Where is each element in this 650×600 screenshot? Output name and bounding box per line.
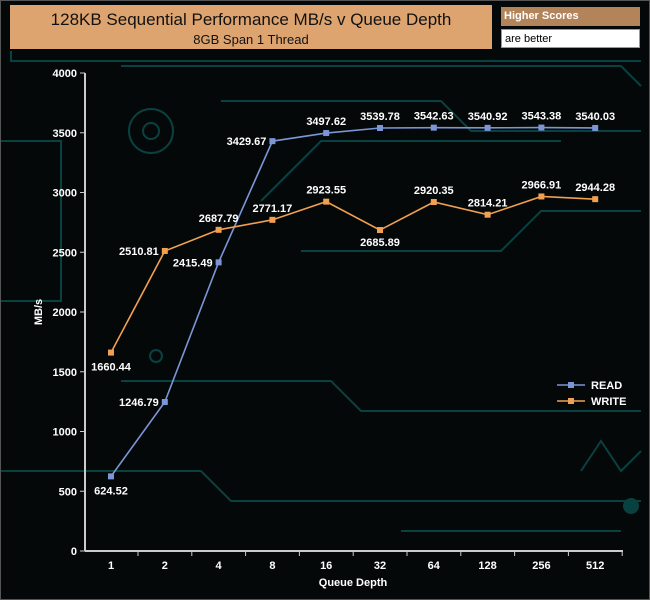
x-tick-label: 32 <box>374 560 386 572</box>
write-data-label: 2944.28 <box>575 182 615 194</box>
legend-marker <box>568 382 574 388</box>
read-point <box>484 124 491 131</box>
read-data-label: 1246.79 <box>119 397 159 409</box>
x-tick-label: 4 <box>216 560 223 572</box>
x-tick-label: 2 <box>162 560 168 572</box>
write-point <box>377 227 383 234</box>
read-point <box>377 124 383 131</box>
write-data-label: 2966.91 <box>522 179 562 191</box>
read-point <box>269 138 276 145</box>
read-point <box>161 399 168 406</box>
chart-subtitle: 8GB Span 1 Thread <box>193 32 309 47</box>
read-data-label: 3539.78 <box>360 111 400 123</box>
y-tick-label: 2500 <box>53 247 77 259</box>
write-data-label: 1660.44 <box>91 362 132 374</box>
read-data-label: 624.52 <box>94 485 128 497</box>
y-tick-label: 4000 <box>53 68 77 80</box>
x-tick-label: 64 <box>428 560 441 572</box>
y-tick-label: 0 <box>71 546 77 558</box>
read-point <box>430 124 437 131</box>
write-point <box>108 349 114 356</box>
read-data-label: 3543.38 <box>522 111 562 123</box>
write-point <box>592 196 599 203</box>
x-tick-label: 1 <box>108 560 114 572</box>
write-data-label: 2771.17 <box>253 203 293 215</box>
x-tick-label: 256 <box>532 560 550 572</box>
y-tick-label: 2000 <box>53 307 77 319</box>
chart-title: 128KB Sequential Performance MB/s v Queu… <box>50 10 452 29</box>
write-point <box>538 193 545 200</box>
title-box: 128KB Sequential Performance MB/s v Queu… <box>10 5 492 49</box>
legend-label-read: READ <box>591 380 622 392</box>
read-data-label: 3540.92 <box>468 111 508 123</box>
read-data-label: 3497.62 <box>306 116 346 128</box>
write-point <box>269 216 276 223</box>
x-tick-label: 16 <box>320 560 332 572</box>
x-tick-label: 8 <box>269 560 275 572</box>
write-line <box>110 195 596 353</box>
y-tick-label: 3000 <box>53 188 77 200</box>
read-point <box>215 259 222 266</box>
higher-scores-note: Higher Scores <box>501 7 640 26</box>
read-data-label: 2415.49 <box>173 257 213 269</box>
read-data-label: 3429.67 <box>227 136 267 148</box>
write-point <box>430 199 437 206</box>
write-data-label: 2920.35 <box>414 185 454 197</box>
are-better-note: are better <box>501 29 640 48</box>
read-point <box>108 473 114 480</box>
write-data-label: 2685.89 <box>360 237 400 249</box>
legend-marker <box>568 398 574 404</box>
read-point <box>323 130 330 137</box>
read-data-label: 3540.03 <box>575 111 615 123</box>
write-point <box>323 198 330 205</box>
write-point <box>484 211 491 218</box>
read-point <box>592 124 599 131</box>
write-point <box>215 226 222 233</box>
write-data-label: 2687.79 <box>199 213 239 225</box>
y-axis-label: MB/s <box>33 299 45 325</box>
y-tick-label: 3500 <box>53 128 77 140</box>
write-point <box>161 247 168 254</box>
write-data-label: 2814.21 <box>468 198 508 210</box>
legend-label-write: WRITE <box>591 396 626 408</box>
write-data-label: 2510.81 <box>119 246 159 258</box>
write-data-label: 2923.55 <box>306 185 346 197</box>
y-tick-label: 1000 <box>53 427 77 439</box>
y-tick-label: 1500 <box>53 367 77 379</box>
read-point <box>538 124 545 131</box>
x-tick-label: 128 <box>478 560 496 572</box>
y-tick-label: 500 <box>59 486 77 498</box>
x-tick-label: 512 <box>586 560 604 572</box>
read-data-label: 3542.63 <box>414 111 454 123</box>
x-axis-label: Queue Depth <box>319 577 388 589</box>
read-line <box>110 126 596 477</box>
